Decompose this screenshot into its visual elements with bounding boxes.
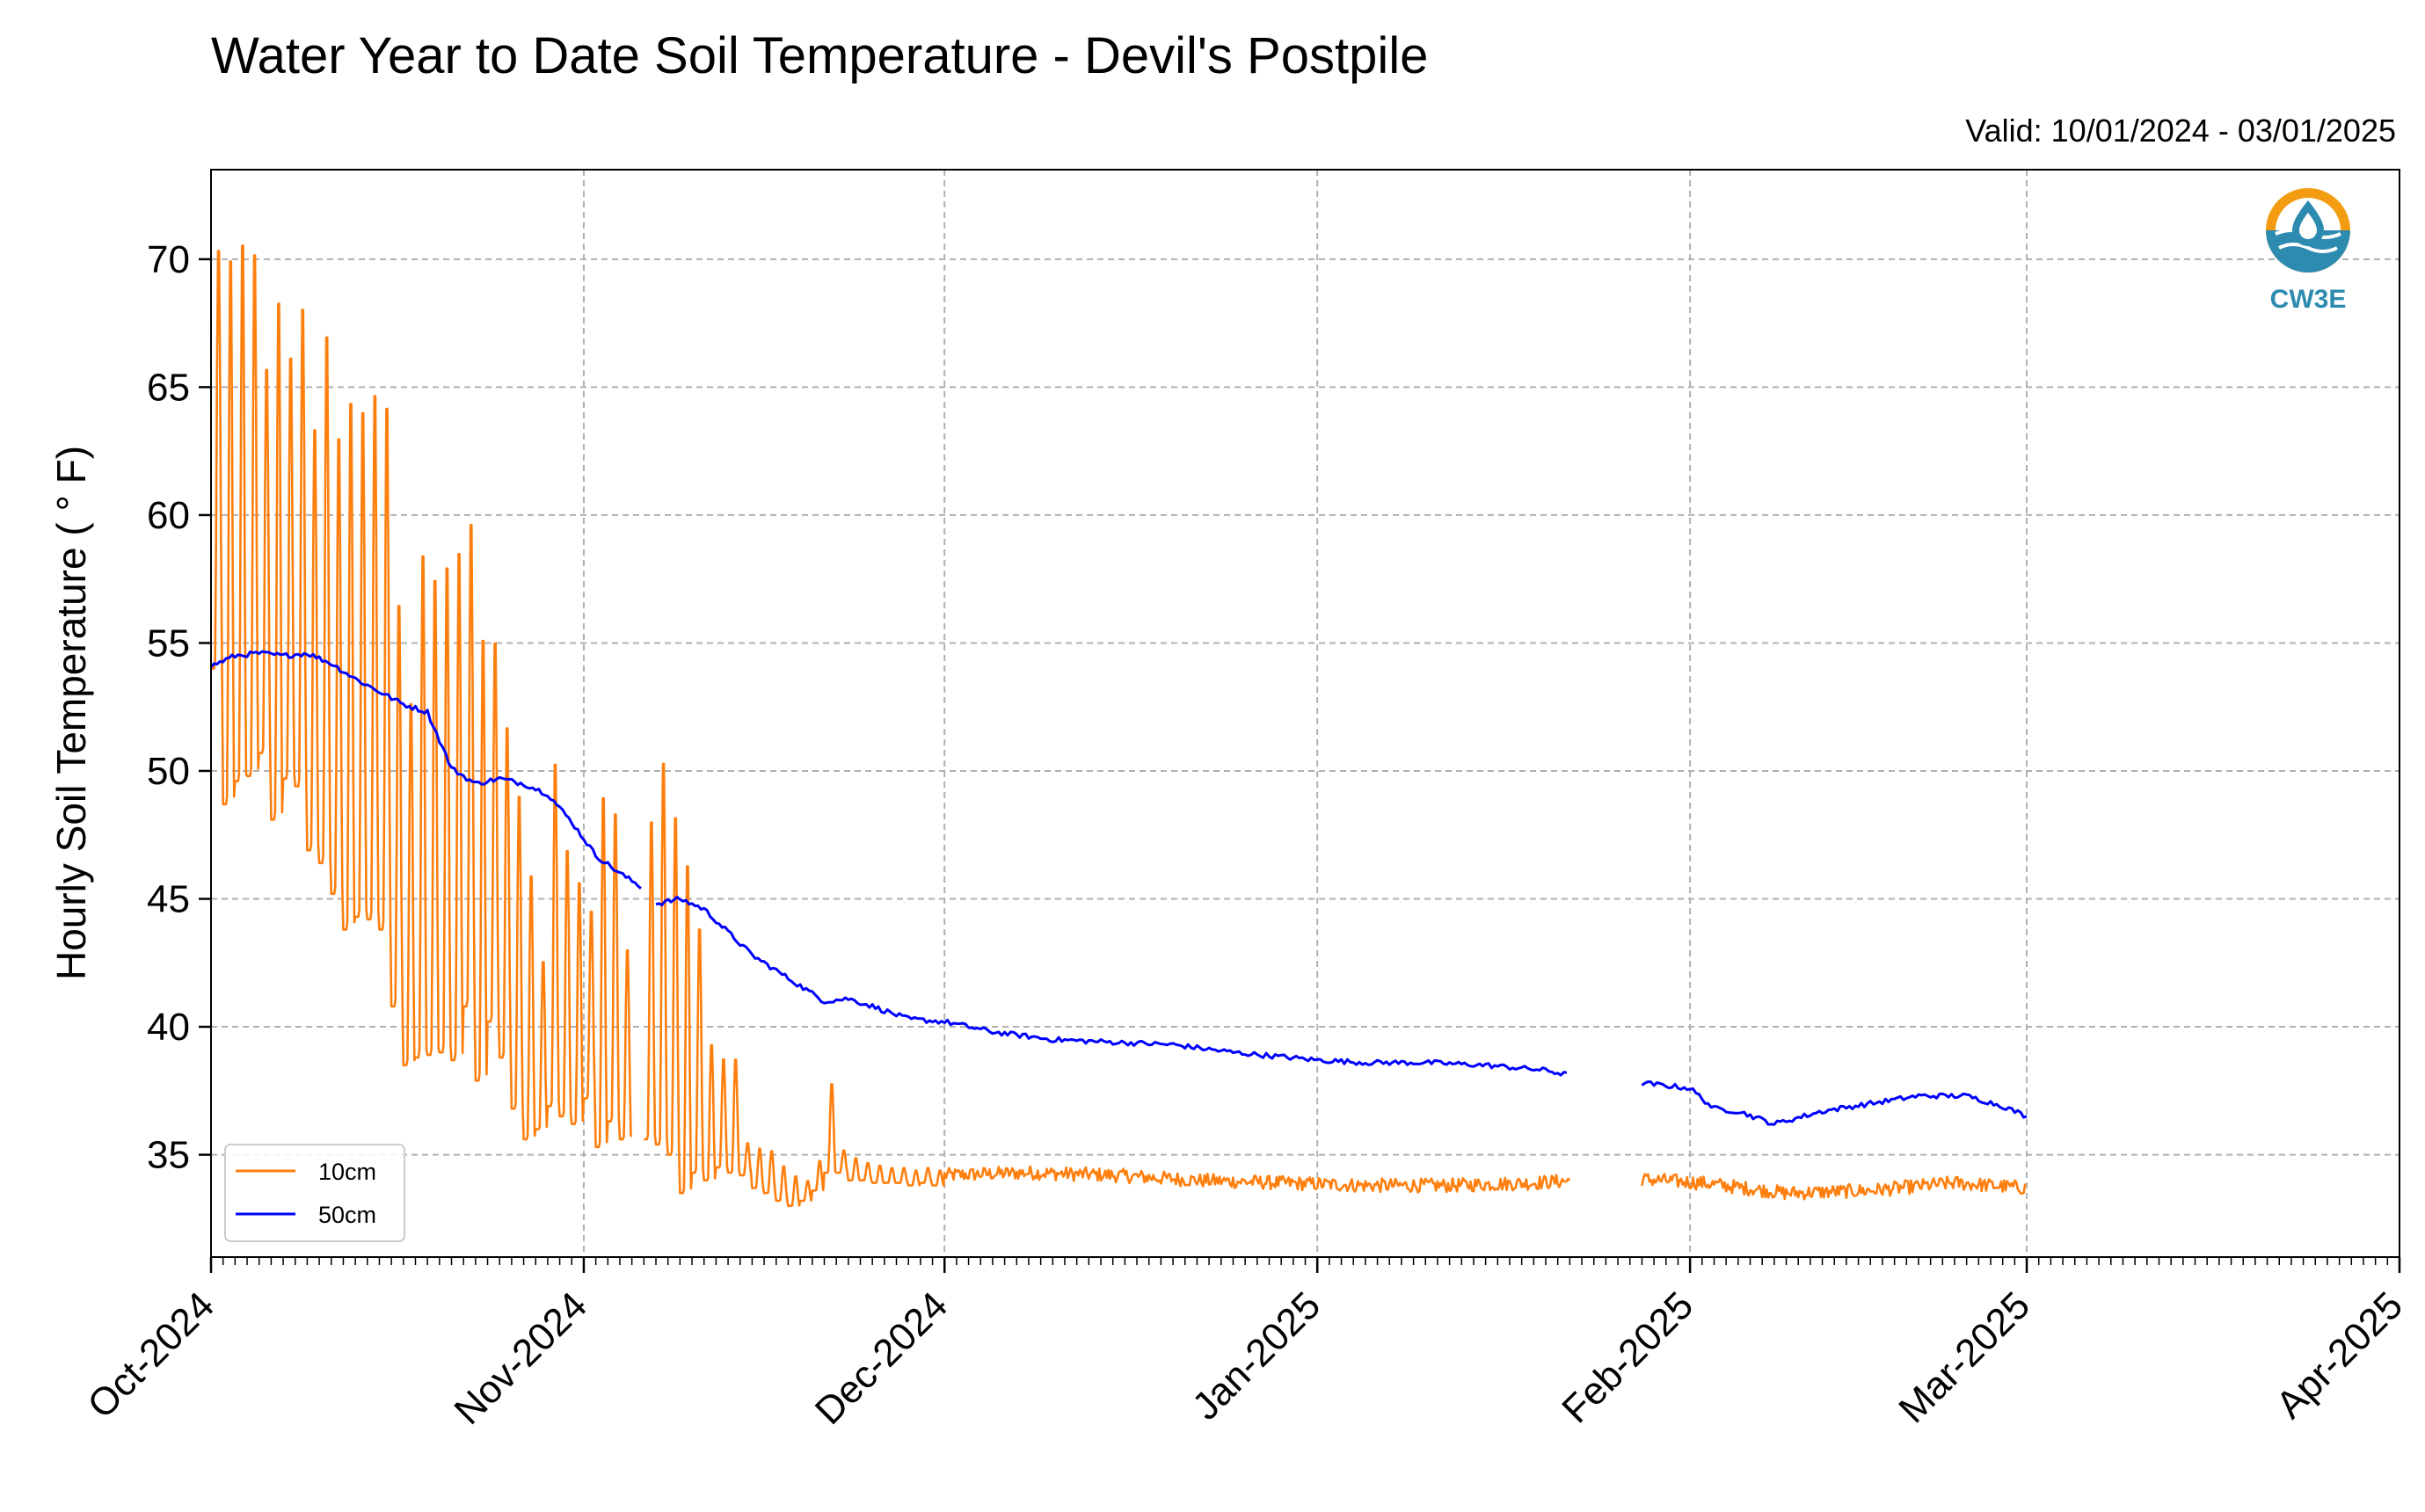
water-drop-logo-icon	[2266, 188, 2350, 273]
series-line-10cm	[210, 244, 632, 1149]
logo-text: CW3E	[2270, 285, 2347, 314]
valid-date-range: Valid: 10/01/2024 - 03/01/2025	[1965, 113, 2396, 149]
chart-title: Water Year to Date Soil Temperature - De…	[211, 27, 1429, 84]
series-line-10cm	[1641, 1173, 2027, 1201]
y-tick-label: 50	[147, 750, 190, 793]
series-lines	[209, 244, 2028, 1208]
x-tick-label: Mar-2025	[1890, 1283, 2038, 1431]
y-tick-label: 40	[147, 1006, 190, 1049]
y-tick-label: 65	[147, 366, 190, 409]
y-tick-label: 55	[147, 622, 190, 665]
legend-label-10cm: 10cm	[318, 1159, 376, 1185]
legend: 10cm 50cm	[224, 1144, 405, 1242]
y-tick-label: 45	[147, 878, 190, 921]
legend-label-50cm: 50cm	[318, 1202, 376, 1228]
y-tick-label: 35	[147, 1134, 190, 1177]
axis-labels: Oct-2024 Nov-2024 Dec-2024 Jan-2025 Feb-2025…	[79, 238, 2411, 1433]
y-axis-title: Hourly Soil Temperature ( ° F)	[48, 446, 94, 980]
legend-box	[224, 1144, 405, 1242]
series-line-50cm	[655, 896, 1568, 1077]
x-tick-label: Nov-2024	[446, 1283, 595, 1433]
y-tick-label: 60	[147, 494, 190, 537]
axis-ticks	[199, 258, 2401, 1273]
x-tick-label: Feb-2025	[1554, 1283, 1701, 1431]
series-line-50cm	[209, 650, 642, 890]
series-line-10cm	[644, 762, 1571, 1208]
y-tick-label: 70	[147, 238, 190, 281]
x-tick-label: Dec-2024	[807, 1283, 957, 1433]
grid-lines	[211, 170, 2400, 1257]
series-line-50cm	[1641, 1080, 2028, 1126]
x-tick-label: Oct-2024	[79, 1283, 222, 1427]
x-tick-label: Apr-2025	[2268, 1283, 2411, 1427]
x-tick-label: Jan-2025	[1184, 1283, 1329, 1428]
